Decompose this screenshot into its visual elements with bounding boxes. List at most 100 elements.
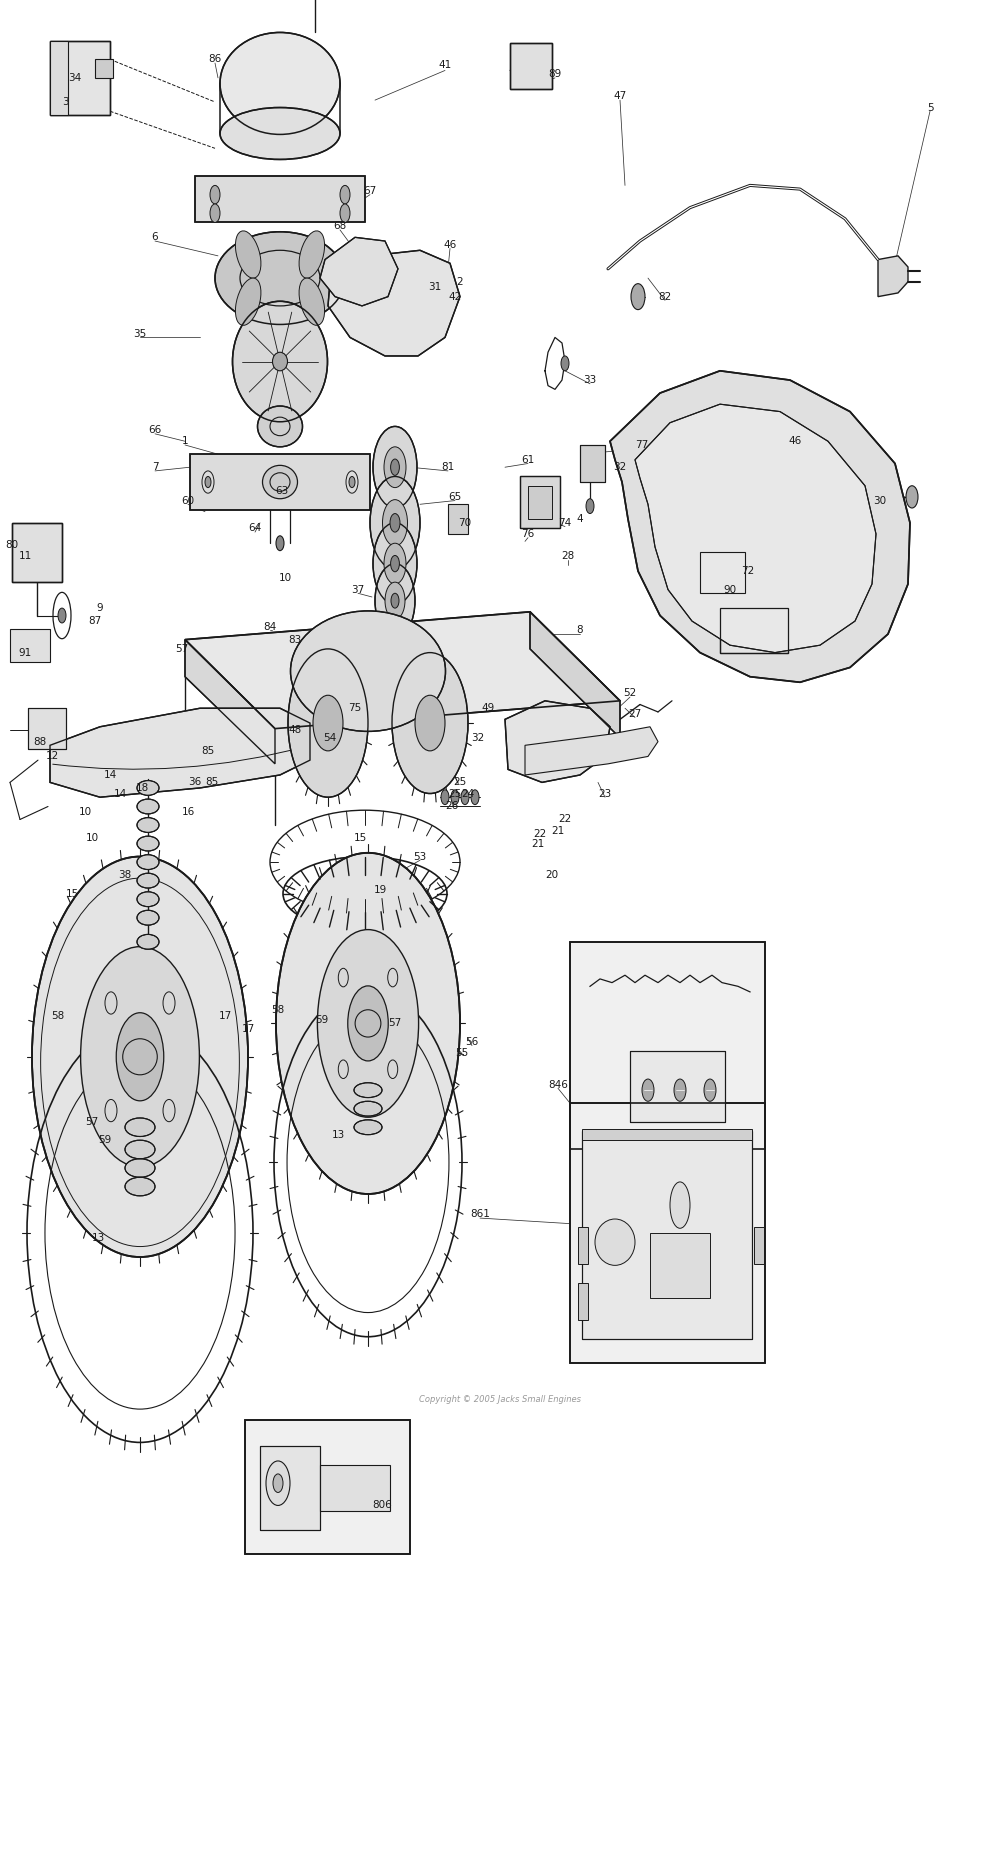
Text: 70: 70 (458, 517, 472, 528)
Circle shape (266, 1461, 290, 1505)
Circle shape (313, 695, 343, 751)
Polygon shape (50, 708, 310, 797)
Bar (12, 523, 62, 582)
Bar (578, 1283, 588, 1320)
Bar (520, 476, 560, 528)
Text: 7: 7 (152, 462, 158, 473)
Ellipse shape (137, 799, 159, 814)
Text: 81: 81 (441, 462, 455, 473)
Text: 25: 25 (453, 777, 467, 788)
Bar (570, 1103, 765, 1363)
Text: 72: 72 (741, 565, 755, 577)
Ellipse shape (137, 934, 159, 949)
Bar (245, 1420, 410, 1554)
Ellipse shape (125, 1159, 155, 1177)
Text: 10: 10 (85, 832, 99, 844)
Text: 26: 26 (445, 801, 459, 812)
Ellipse shape (235, 278, 261, 324)
Polygon shape (610, 371, 910, 682)
Circle shape (273, 1474, 283, 1492)
Text: 8: 8 (577, 625, 583, 636)
Circle shape (276, 536, 284, 551)
Text: 88: 88 (33, 736, 47, 747)
Circle shape (441, 790, 449, 805)
Polygon shape (328, 250, 460, 356)
Ellipse shape (272, 352, 288, 371)
Text: 86: 86 (208, 54, 222, 65)
Text: 82: 82 (658, 291, 672, 302)
Text: 49: 49 (481, 703, 495, 714)
Ellipse shape (354, 1120, 382, 1135)
Ellipse shape (290, 610, 446, 732)
Circle shape (392, 653, 468, 794)
Text: 31: 31 (428, 282, 442, 293)
Text: 27: 27 (628, 708, 642, 719)
Polygon shape (190, 454, 370, 510)
Text: 28: 28 (561, 551, 575, 562)
Text: 11: 11 (18, 551, 32, 562)
Bar (570, 942, 765, 1149)
Circle shape (373, 523, 417, 604)
Ellipse shape (299, 232, 325, 278)
Text: 30: 30 (873, 495, 887, 506)
Text: 41: 41 (438, 59, 452, 70)
Ellipse shape (125, 1140, 155, 1159)
Bar (50, 41, 110, 115)
Ellipse shape (137, 910, 159, 925)
Ellipse shape (215, 232, 345, 324)
Bar (10, 629, 50, 662)
Circle shape (906, 486, 918, 508)
Text: 53: 53 (413, 851, 427, 862)
Polygon shape (320, 237, 398, 306)
Circle shape (471, 790, 479, 805)
Circle shape (317, 929, 419, 1118)
Polygon shape (505, 701, 610, 782)
Ellipse shape (595, 1220, 635, 1264)
Circle shape (561, 356, 569, 371)
Text: 76: 76 (521, 528, 535, 540)
Text: 25: 25 (448, 788, 462, 799)
Circle shape (674, 1079, 686, 1101)
Text: 55: 55 (455, 1048, 469, 1059)
Text: 37: 37 (351, 584, 365, 595)
Bar (50, 41, 110, 115)
Circle shape (348, 986, 388, 1060)
Circle shape (116, 1012, 164, 1101)
Text: 13: 13 (91, 1233, 105, 1244)
Text: 34: 34 (68, 72, 82, 83)
Text: 87: 87 (88, 616, 102, 627)
Circle shape (631, 284, 645, 310)
Text: 57: 57 (85, 1116, 99, 1127)
Bar (700, 552, 745, 593)
Text: 38: 38 (118, 870, 132, 881)
Ellipse shape (220, 108, 340, 159)
Text: 80: 80 (5, 540, 19, 551)
Bar (520, 476, 560, 528)
Polygon shape (530, 612, 620, 738)
Ellipse shape (137, 855, 159, 870)
Text: 57: 57 (175, 643, 189, 654)
Circle shape (385, 582, 405, 619)
Text: 68: 68 (333, 221, 347, 232)
Bar (754, 1227, 764, 1264)
Circle shape (642, 1079, 654, 1101)
Text: 10: 10 (78, 806, 92, 818)
Text: 12: 12 (45, 751, 59, 762)
Circle shape (340, 204, 350, 222)
Bar (582, 1131, 752, 1339)
Bar (28, 708, 66, 749)
Bar (528, 486, 552, 519)
Text: 74: 74 (558, 517, 572, 528)
Text: 9: 9 (97, 603, 103, 614)
Text: 67: 67 (363, 185, 377, 197)
Text: 861: 861 (470, 1209, 490, 1220)
Circle shape (704, 1079, 716, 1101)
Text: 23: 23 (598, 788, 612, 799)
Text: 64: 64 (248, 523, 262, 534)
Bar (630, 1051, 725, 1122)
Bar (260, 1446, 320, 1530)
Circle shape (210, 185, 220, 204)
Polygon shape (635, 404, 876, 653)
Text: 83: 83 (288, 634, 302, 645)
Text: 32: 32 (613, 462, 627, 473)
